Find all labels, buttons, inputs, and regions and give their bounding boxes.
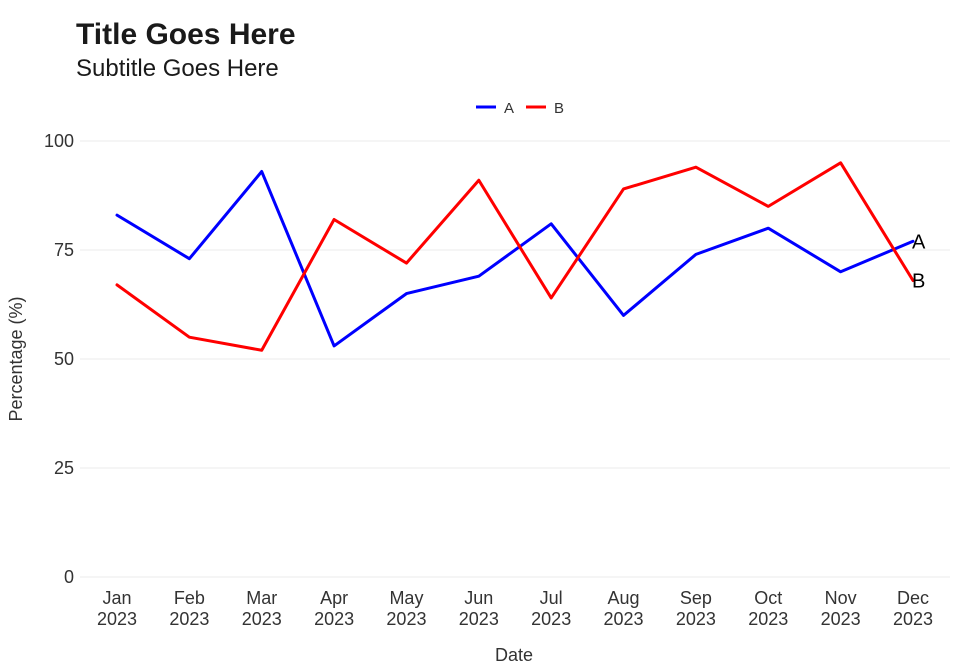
x-tick-label: Jul 2023 — [531, 588, 571, 629]
x-tick-month: Oct — [754, 588, 782, 608]
y-tick-label: 50 — [54, 349, 74, 369]
legend-label-b: B — [554, 100, 564, 117]
x-tick-year: 2023 — [893, 609, 933, 629]
x-tick-label: Mar 2023 — [242, 588, 282, 629]
x-tick-year: 2023 — [748, 609, 788, 629]
series-end-label-a: A — [912, 231, 926, 253]
x-tick-year: 2023 — [459, 609, 499, 629]
x-tick-month: Dec — [897, 588, 929, 608]
grid — [80, 140, 950, 578]
chart-subtitle: Subtitle Goes Here — [76, 55, 279, 82]
series-group: AB — [115, 161, 926, 352]
legend-label-a: A — [504, 100, 514, 117]
x-tick-label: Dec 2023 — [893, 588, 933, 629]
x-tick-label: Sep 2023 — [676, 588, 716, 629]
y-tick-label: 25 — [54, 458, 74, 478]
x-tick-label: Jun 2023 — [459, 588, 499, 629]
x-tick-label: Nov 2023 — [821, 588, 861, 629]
x-tick-year: 2023 — [314, 609, 354, 629]
x-tick-month: Feb — [174, 588, 205, 608]
x-tick-year: 2023 — [169, 609, 209, 629]
x-axis-title: Date — [495, 645, 533, 665]
x-tick-label: Aug 2023 — [604, 588, 644, 629]
x-tick-year: 2023 — [676, 609, 716, 629]
x-tick-label: Oct 2023 — [748, 588, 788, 629]
x-tick-month: Sep — [680, 588, 712, 608]
x-tick-year: 2023 — [821, 609, 861, 629]
x-tick-label: May 2023 — [386, 588, 426, 629]
x-tick-month: Mar — [246, 588, 277, 608]
x-tick-year: 2023 — [242, 609, 282, 629]
series-end-label-b: B — [912, 271, 925, 293]
x-tick-label: Jan 2023 — [97, 588, 137, 629]
x-tick-month: Nov — [825, 588, 857, 608]
x-tick-month: Jun — [464, 588, 493, 608]
x-tick-month: May — [389, 588, 423, 608]
x-tick-label: Feb 2023 — [169, 588, 209, 629]
series-line-a — [115, 170, 915, 348]
y-axis-title: Percentage (%) — [6, 296, 26, 421]
x-tick-month: Apr — [320, 588, 348, 608]
series-line-b — [115, 161, 915, 352]
x-tick-year: 2023 — [97, 609, 137, 629]
x-tick-month: Jul — [540, 588, 563, 608]
x-tick-year: 2023 — [531, 609, 571, 629]
y-tick-label: 75 — [54, 240, 74, 260]
x-tick-month: Jan — [102, 588, 131, 608]
x-tick-year: 2023 — [604, 609, 644, 629]
chart-title: Title Goes Here — [76, 18, 296, 51]
x-tick-label: Apr 2023 — [314, 588, 354, 629]
x-tick-year: 2023 — [386, 609, 426, 629]
x-tick-month: Aug — [608, 588, 640, 608]
y-tick-label: 0 — [64, 567, 74, 587]
y-tick-label: 100 — [44, 131, 74, 151]
